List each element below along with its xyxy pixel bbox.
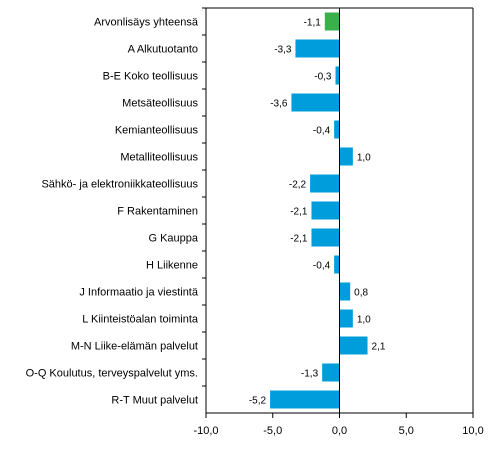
category-labels-group: Arvonlisäys yhteensä A Alkutuotanto B-E Ko… [26,7,206,407]
x-tick-label: 10,0 [462,425,483,437]
category-label: L Kiinteistöalan toiminta [82,314,199,326]
category-label: R-T Muut palvelut [111,395,198,407]
bar [310,174,340,193]
value-label: -0,4 [313,126,331,137]
category-label: Metalliteollisuus [120,152,198,164]
bar [335,66,340,85]
x-tick-label: -10,0 [193,425,218,437]
category-label: M-N Liike-elämän palvelut [71,341,198,353]
value-label: -2,1 [290,234,308,245]
value-label: 0,8 [354,288,368,299]
value-label: -1,1 [304,18,322,29]
value-label: 1,0 [357,153,371,164]
bar [339,336,368,355]
category-label: Sähkö- ja elektroniikkateollisuus [41,179,198,191]
value-labels-group: -1,1 -3,3 -0,3 -3,6 -0,4 1,0 -2,2 -2,1 -2,1 -0,4 0… [249,18,386,407]
bar [339,282,351,301]
bar [322,363,340,382]
category-label: Kemianteollisuus [115,125,199,137]
value-label: 1,0 [357,315,371,326]
category-label: H Liikenne [146,260,198,272]
value-label: -0,4 [313,261,331,272]
x-tick-label: 5,0 [399,425,414,437]
bar [270,390,340,409]
category-label: B-E Koko teollisuus [103,71,199,83]
category-label: Metsäteollisuus [122,98,198,110]
value-label: -5,2 [249,396,267,407]
bar [295,39,340,58]
category-label: O-Q Koulutus, terveyspalvelut yms. [26,368,198,380]
category-label: A Alkutuotanto [128,44,198,56]
category-label: Arvonlisäys yhteensä [94,17,199,29]
bar [291,93,340,112]
category-label: J Informaatio ja viestintä [79,287,198,299]
bar [334,255,340,274]
bar [339,147,353,166]
value-label: -2,2 [289,180,307,191]
x-tick-label: -5,0 [263,425,282,437]
bar [311,228,340,247]
category-label: F Rakentaminen [117,206,198,218]
bars-group [270,12,368,409]
value-label: -3,3 [274,45,292,56]
value-label: -1,3 [301,369,319,380]
category-label: G Kauppa [148,233,198,245]
bar [311,201,340,220]
bar [324,12,340,31]
value-label: -3,6 [270,99,288,110]
value-label: -2,1 [290,207,308,218]
x-ticks-group: -10,0 -5,0 0,0 5,0 10,0 [193,413,484,437]
x-tick-label: 0,0 [332,425,347,437]
value-label: -0,3 [314,72,332,83]
value-label: 2,1 [372,342,386,353]
bar [339,309,353,328]
bar [334,120,340,139]
